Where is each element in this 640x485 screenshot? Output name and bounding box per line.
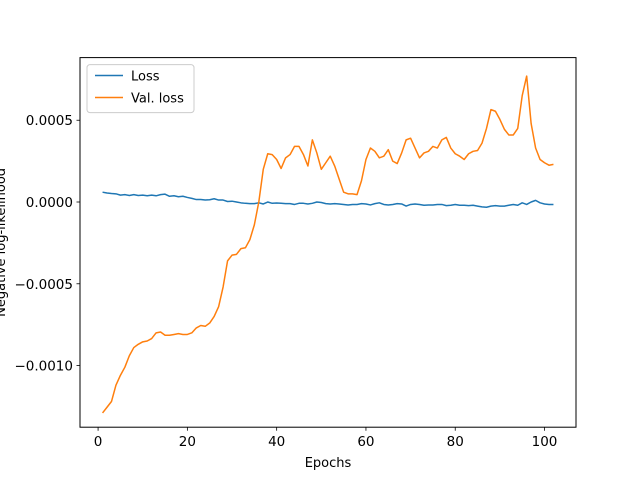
x-tick-label: 40 [268,434,285,450]
series-layer [101,75,554,414]
legend-box [86,64,195,114]
legend-label-val-loss: Val. loss [131,92,184,107]
x-tick-label: 0 [94,434,103,450]
x-axis-label: Epochs [305,456,352,471]
plot-frame [79,57,577,428]
series-line-loss [102,191,554,208]
legend: Loss Val. loss [86,64,195,114]
x-tick-label: 80 [447,434,464,450]
x-ticks: 0 20 40 60 80 100 [94,427,558,450]
y-ticks: −0.0010 −0.0005 0.0000 0.0005 [14,113,80,375]
x-tick-label: 60 [357,434,374,450]
y-tick-label: 0.0000 [26,195,73,211]
y-axis-label: Negative log-likelihood [0,168,9,317]
y-tick-label: −0.0005 [14,277,73,293]
legend-label-loss: Loss [131,70,160,85]
x-tick-label: 100 [532,434,558,450]
series-line-val-loss [101,75,554,414]
y-tick-label: −0.0010 [14,359,73,375]
y-tick-label: 0.0005 [26,113,73,129]
x-tick-label: 20 [179,434,196,450]
